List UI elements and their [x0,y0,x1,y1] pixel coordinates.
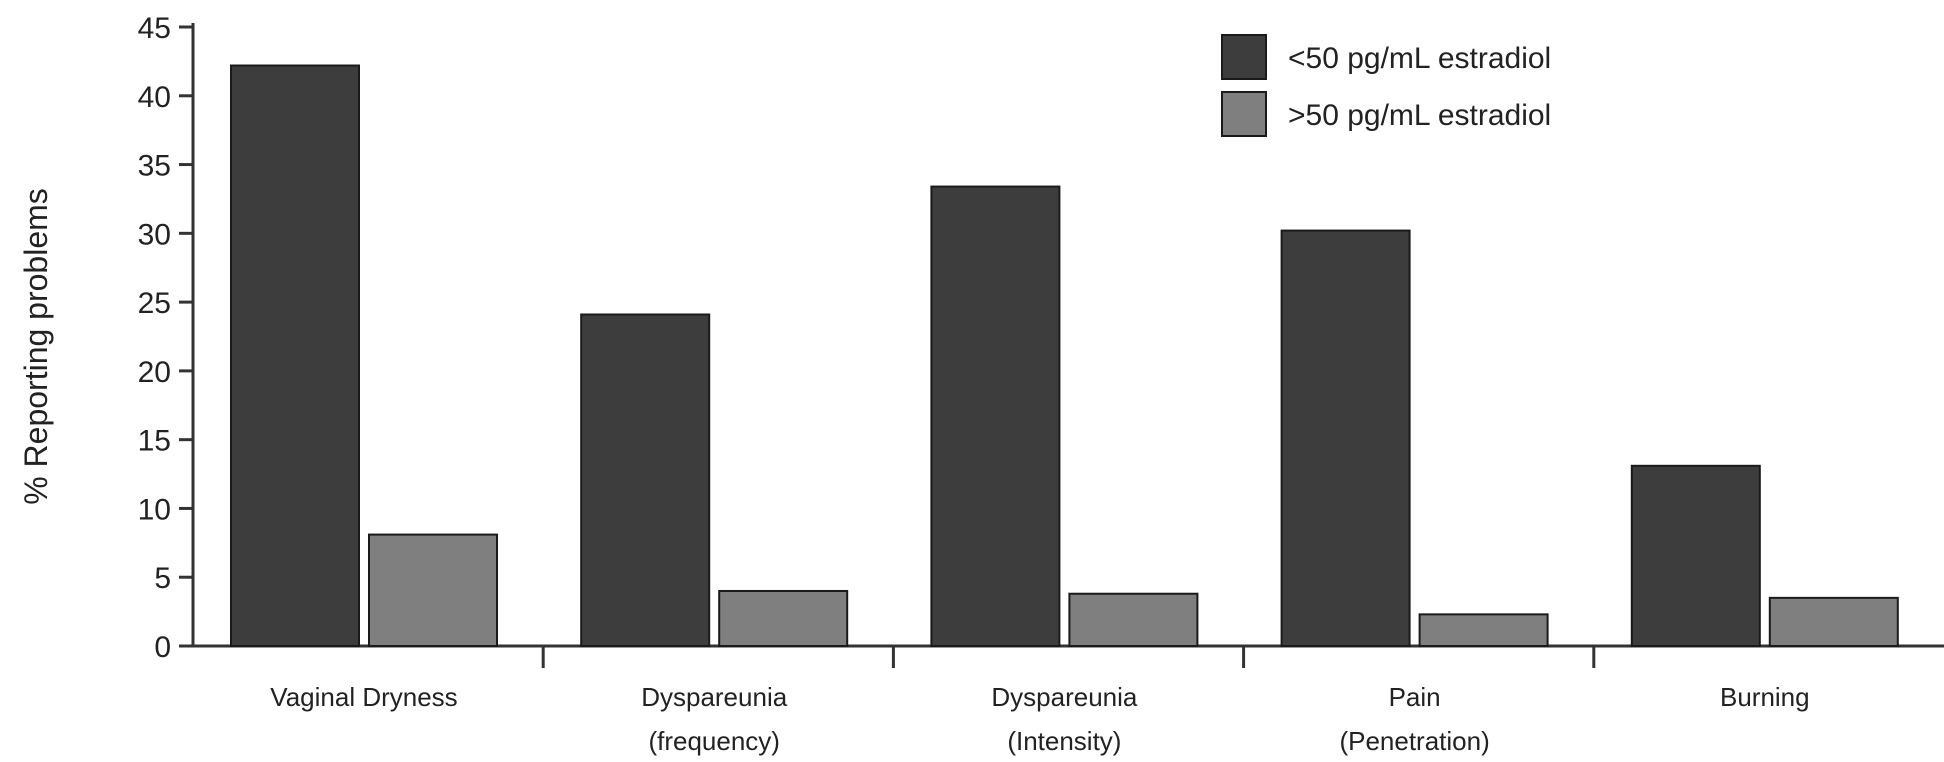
legend: <50 pg/mL estradiol >50 pg/mL estradiol [1221,34,1551,137]
y-tick-label: 45 [138,12,171,45]
bar-low-estradiol [1280,229,1411,648]
y-tick-label: 35 [138,150,171,183]
legend-label: >50 pg/mL estradiol [1288,99,1551,132]
bar-low-estradiol [580,313,711,647]
bar-low-estradiol [930,185,1061,647]
legend-swatch [1221,34,1267,80]
bar-high-estradiol [368,533,498,648]
y-tick-label: 20 [138,356,171,389]
bar-low-estradiol [230,64,360,647]
legend-swatch [1221,91,1267,137]
x-category-label: (frequency) [648,726,780,756]
x-category-label: Burning [1720,682,1810,712]
labels: 0 5 10 15 20 25 30 35 40 45 % Reporting problems Va… [18,12,1810,756]
x-category-label: Dyspareunia [641,682,788,712]
y-tick-label: 40 [138,81,171,114]
bar-high-estradiol [1068,592,1199,647]
x-category-label: Pain [1389,682,1441,712]
y-tick-label: 10 [138,493,171,526]
bar-high-estradiol [1418,613,1549,648]
bar-low-estradiol [1630,464,1761,647]
x-category-label: Dyspareunia [991,682,1138,712]
y-tick-label: 25 [138,287,171,320]
y-tick-label: 15 [138,425,171,458]
x-category-label: (Intensity) [1007,726,1121,756]
bar-high-estradiol [1768,596,1899,647]
y-tick-label: 30 [138,218,171,251]
y-tick-label: 0 [154,631,171,664]
x-category-label: (Penetration) [1339,726,1489,756]
x-category-label: Vaginal Dryness [270,682,457,712]
legend-label: <50 pg/mL estradiol [1288,42,1551,75]
y-tick-label: 5 [154,562,171,595]
y-axis-label: % Reporting problems [18,188,54,505]
bars [230,64,1899,648]
bar-high-estradiol [718,589,849,648]
